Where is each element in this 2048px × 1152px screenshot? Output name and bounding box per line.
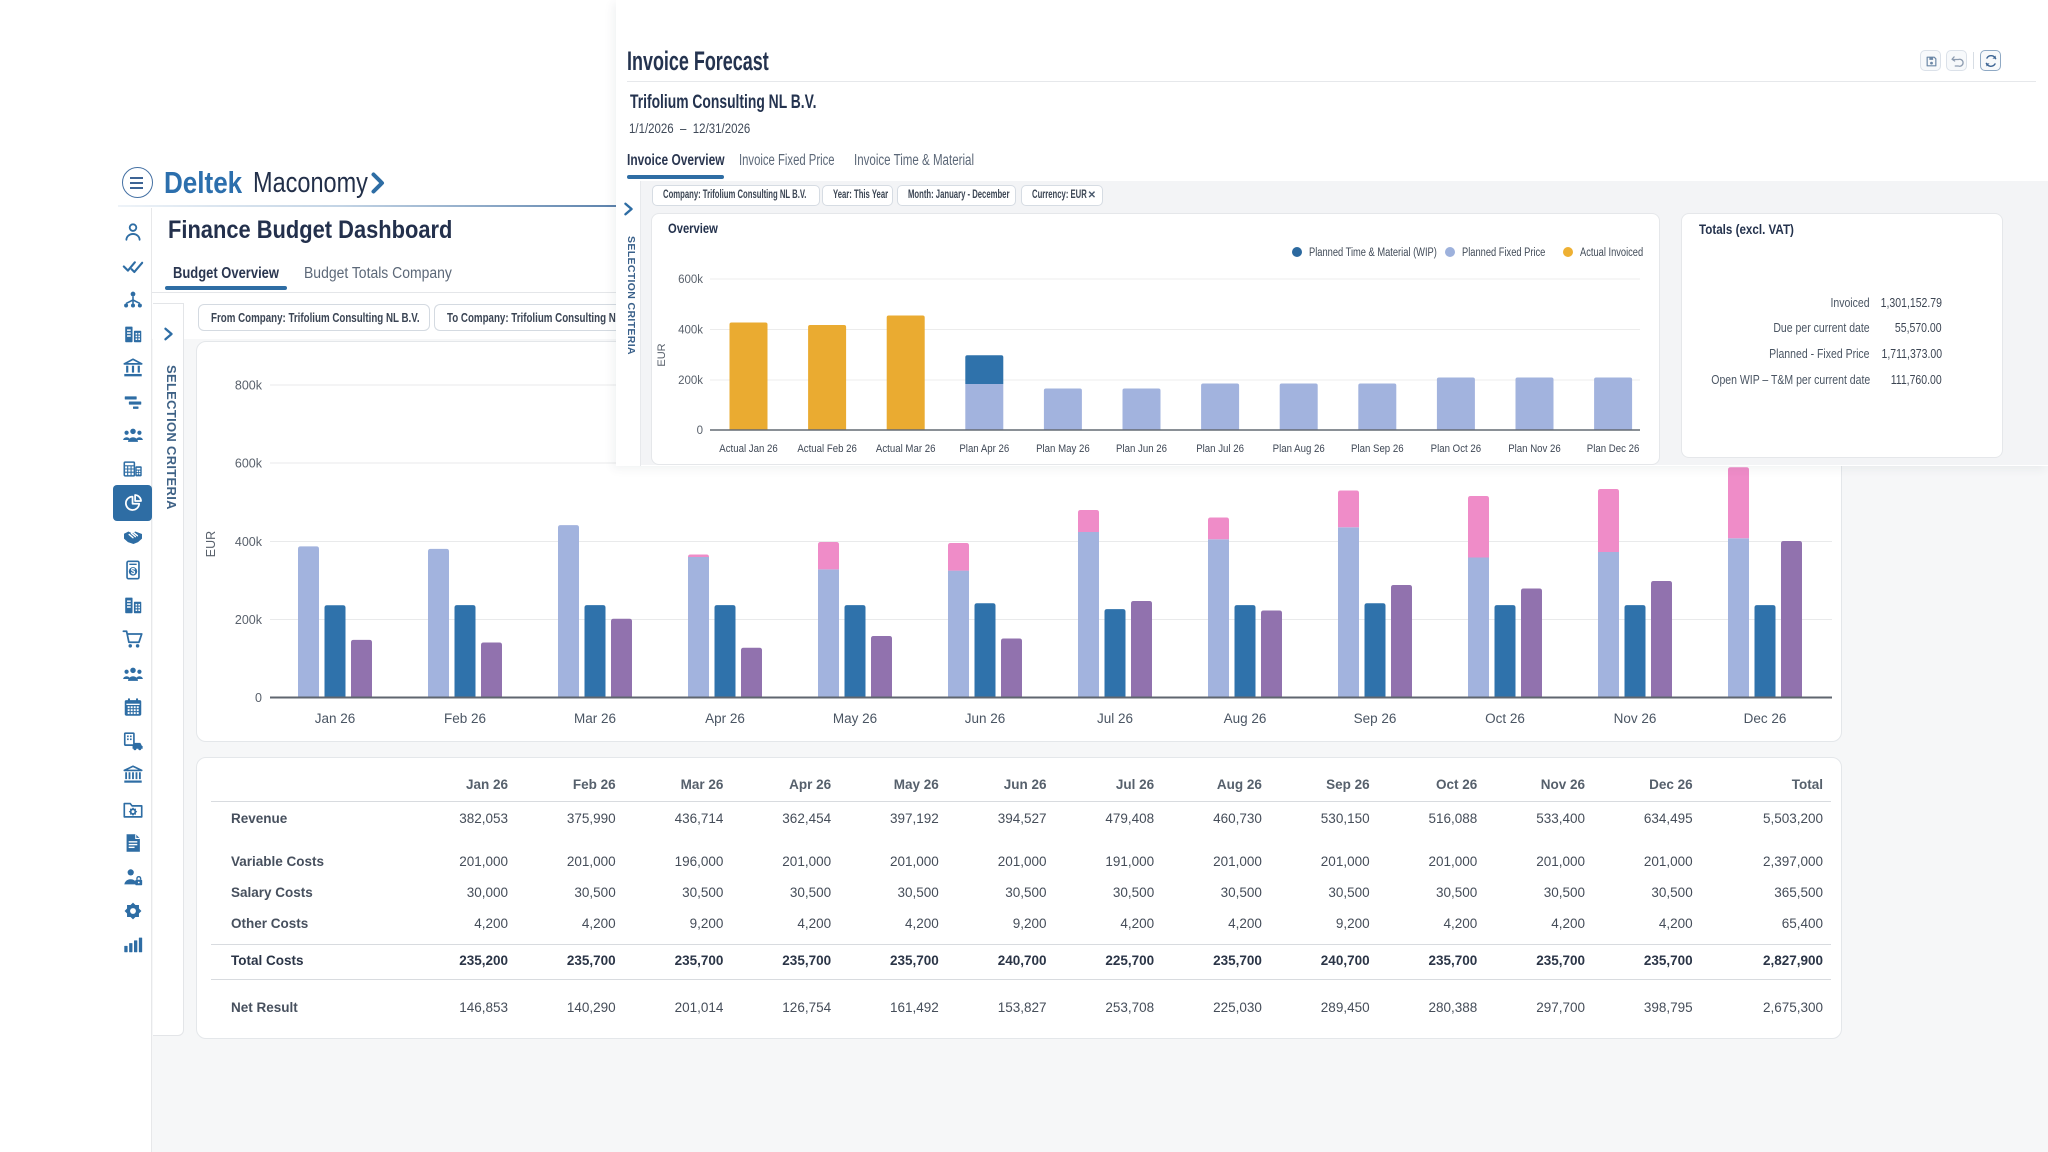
svg-text:Plan Oct 26: Plan Oct 26 <box>1431 442 1482 455</box>
svg-text:Jul 26: Jul 26 <box>1097 711 1133 726</box>
svg-text:Plan Aug 26: Plan Aug 26 <box>1273 442 1325 455</box>
svg-text:200k: 200k <box>235 613 263 627</box>
svg-text:Apr 26: Apr 26 <box>705 711 745 726</box>
svg-text:800k: 800k <box>235 379 263 393</box>
svg-text:Actual Mar 26: Actual Mar 26 <box>876 442 936 455</box>
svg-text:Dec 26: Dec 26 <box>1744 711 1787 726</box>
svg-text:Oct 26: Oct 26 <box>1485 711 1525 726</box>
svg-text:400k: 400k <box>678 325 703 337</box>
svg-text:Plan Sep 26: Plan Sep 26 <box>1351 442 1404 455</box>
svg-text:Plan Dec 26: Plan Dec 26 <box>1587 442 1640 455</box>
svg-text:600k: 600k <box>678 274 703 286</box>
svg-text:0: 0 <box>255 691 262 705</box>
svg-text:Plan Nov 26: Plan Nov 26 <box>1508 442 1561 455</box>
svg-text:Nov 26: Nov 26 <box>1614 711 1657 726</box>
svg-text:Plan May 26: Plan May 26 <box>1036 442 1090 455</box>
svg-text:200k: 200k <box>678 375 703 387</box>
svg-text:Jun 26: Jun 26 <box>965 711 1006 726</box>
svg-text:Actual Jan 26: Actual Jan 26 <box>719 442 778 455</box>
svg-text:EUR: EUR <box>204 531 218 557</box>
svg-text:Plan Jun 26: Plan Jun 26 <box>1116 442 1167 455</box>
svg-text:Aug 26: Aug 26 <box>1224 711 1267 726</box>
svg-text:Sep 26: Sep 26 <box>1354 711 1397 726</box>
svg-text:Feb 26: Feb 26 <box>444 711 486 726</box>
svg-text:$: $ <box>131 567 136 576</box>
svg-text:0: 0 <box>697 425 703 437</box>
svg-text:600k: 600k <box>235 457 263 471</box>
svg-text:400k: 400k <box>235 535 263 549</box>
svg-text:May 26: May 26 <box>833 711 877 726</box>
svg-text:Plan Jul 26: Plan Jul 26 <box>1196 442 1244 455</box>
svg-text:EUR: EUR <box>656 343 668 366</box>
svg-text:Mar 26: Mar 26 <box>574 711 616 726</box>
svg-text:Plan Apr 26: Plan Apr 26 <box>959 442 1009 455</box>
svg-text:Actual Feb 26: Actual Feb 26 <box>797 442 857 455</box>
svg-text:Jan 26: Jan 26 <box>315 711 356 726</box>
